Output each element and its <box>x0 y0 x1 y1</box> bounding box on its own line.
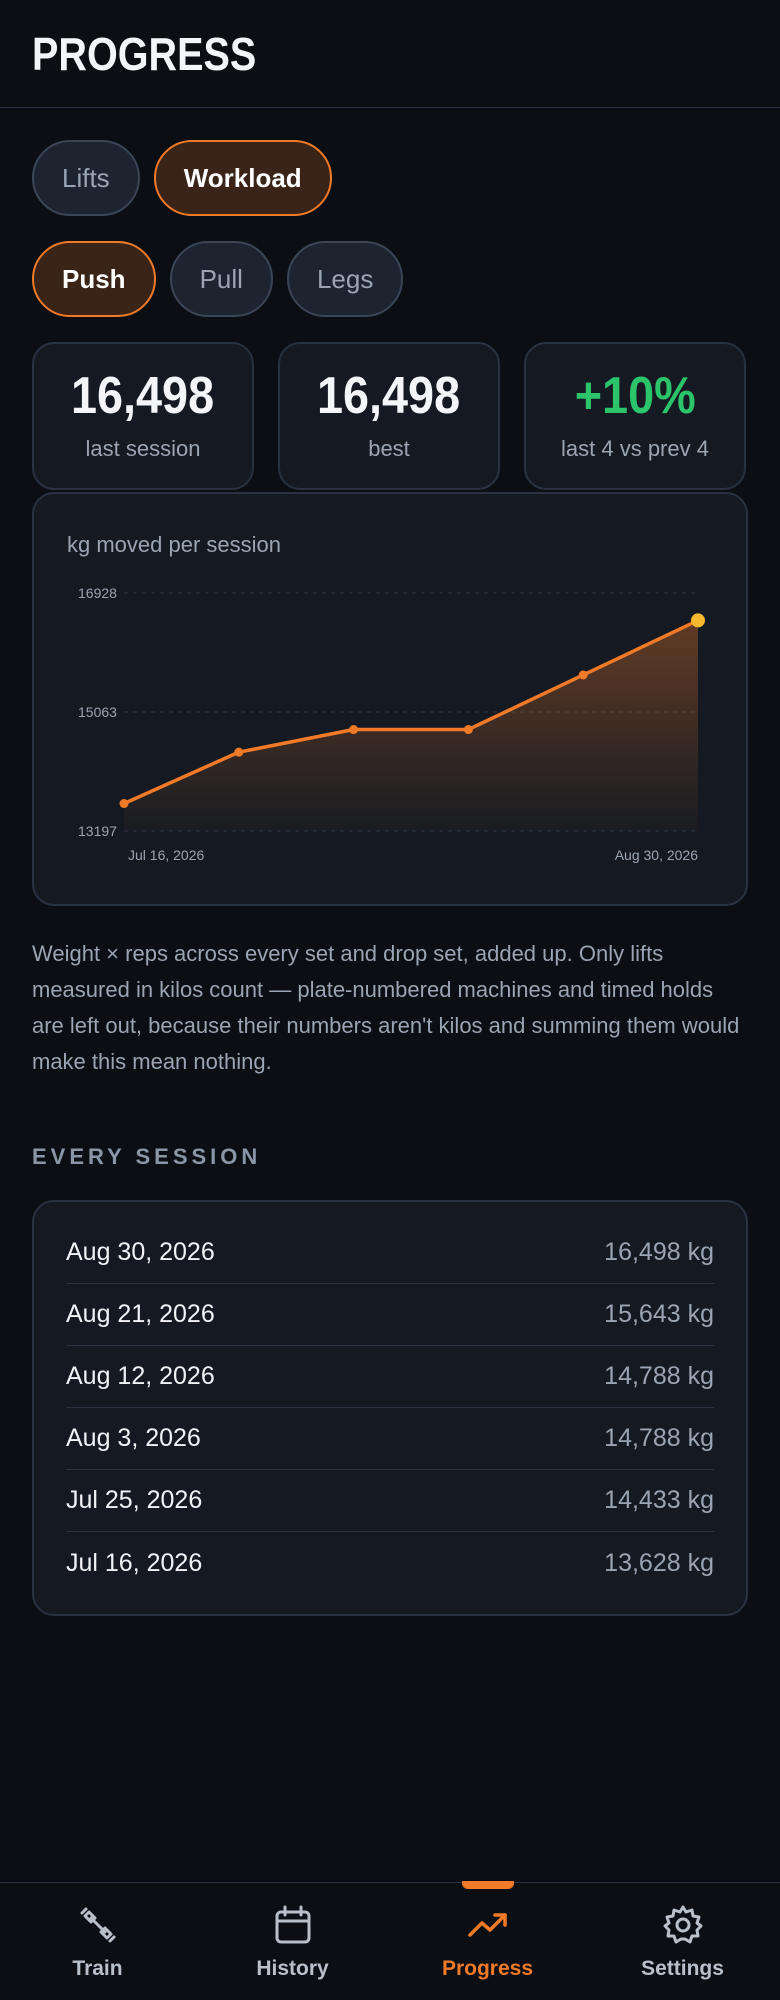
stat-label: last session <box>85 436 201 461</box>
x-tick-label: Jul 16, 2026 <box>128 847 204 863</box>
stat-card-last-session: 16,498 last session <box>32 342 254 490</box>
dumbbell-icon <box>80 1907 115 1942</box>
data-point[interactable] <box>349 725 359 735</box>
session-list: Aug 30, 2026 16,498 kg Aug 21, 2026 15,643 … <box>32 1200 748 1616</box>
nav-label: History <box>256 1956 329 1980</box>
session-workload: 15,643 kg <box>604 1300 714 1328</box>
group-filter: Push Pull Legs <box>0 241 780 317</box>
filter-legs[interactable]: Legs <box>286 241 404 317</box>
series-line <box>123 618 699 806</box>
tab-lifts[interactable]: Lifts <box>32 140 140 216</box>
session-row[interactable]: Aug 12, 2026 14,788 kg <box>66 1346 714 1408</box>
y-tick-label: 15063 <box>78 704 117 720</box>
nav-settings[interactable]: Settings <box>585 1883 780 2000</box>
x-tick-label: Aug 30, 2026 <box>615 847 699 863</box>
workload-chart: 16928 15063 13197 Jul 16, 2026 Aug 30, 2026 <box>78 585 705 863</box>
data-point-latest[interactable] <box>691 613 705 628</box>
data-point[interactable] <box>234 747 244 757</box>
session-row[interactable]: Aug 30, 2026 16,498 kg <box>66 1222 714 1284</box>
series-area <box>124 620 698 831</box>
stat-label: best <box>368 436 410 461</box>
session-workload: 13,628 kg <box>604 1548 714 1577</box>
nav-label: Settings <box>641 1956 724 1980</box>
data-point[interactable] <box>119 799 129 809</box>
nav-label: Train <box>72 1956 123 1980</box>
bottom-nav: Train History Progress Settings <box>0 1881 780 2000</box>
filter-push[interactable]: Push <box>32 241 156 317</box>
stat-label: last 4 vs prev 4 <box>561 436 709 461</box>
workload-description: Weight × reps across every set and drop … <box>32 941 740 1074</box>
active-tab-indicator <box>461 1881 514 1889</box>
filter-pull[interactable]: Pull <box>169 241 273 317</box>
chart-caption: kg moved per session <box>67 532 281 557</box>
stat-value: +10% <box>574 367 696 425</box>
session-row[interactable]: Aug 21, 2026 15,643 kg <box>66 1284 714 1346</box>
data-point[interactable] <box>463 725 473 735</box>
data-point[interactable] <box>578 670 588 680</box>
session-workload: 16,498 kg <box>604 1238 714 1266</box>
session-date: Aug 12, 2026 <box>66 1362 215 1390</box>
stat-value: 16,498 <box>317 367 461 425</box>
nav-progress[interactable]: Progress <box>390 1881 585 2000</box>
session-date: Aug 3, 2026 <box>66 1424 201 1452</box>
y-tick-label: 13197 <box>78 823 117 839</box>
top-bar: PROGRESS <box>0 0 780 108</box>
stat-card-trend: +10% last 4 vs prev 4 <box>524 342 746 490</box>
stat-card-best: 16,498 best <box>278 342 500 490</box>
session-date: Jul 16, 2026 <box>66 1548 203 1577</box>
stat-value: 16,498 <box>71 367 215 425</box>
session-date: Aug 30, 2026 <box>66 1238 215 1266</box>
session-row[interactable]: Jul 16, 2026 13,628 kg <box>66 1532 714 1594</box>
workload-chart-card: kg moved per session 16928 15063 13197 Jul … <box>32 492 748 906</box>
nav-label: Progress <box>441 1956 534 1980</box>
gear-icon <box>663 1905 702 1943</box>
nav-history[interactable]: History <box>195 1883 390 2000</box>
session-workload: 14,433 kg <box>604 1486 714 1514</box>
session-workload: 14,788 kg <box>604 1362 714 1390</box>
nav-train[interactable]: Train <box>0 1883 195 2000</box>
session-row[interactable]: Jul 25, 2026 14,433 kg <box>66 1470 714 1532</box>
stat-cards: 16,498 last session 16,498 best +10% las… <box>0 342 780 490</box>
page-title: PROGRESS <box>32 27 257 80</box>
session-row[interactable]: Aug 3, 2026 14,788 kg <box>66 1408 714 1470</box>
session-date: Aug 21, 2026 <box>66 1300 215 1328</box>
view-tabs: Lifts Workload <box>0 140 780 216</box>
session-workload: 14,788 kg <box>604 1424 714 1452</box>
tab-workload[interactable]: Workload <box>153 140 332 216</box>
y-tick-label: 16928 <box>78 585 117 601</box>
trending-up-icon <box>467 1912 507 1937</box>
calendar-icon <box>275 1905 310 1943</box>
session-date: Jul 25, 2026 <box>66 1486 203 1514</box>
section-title: EVERY SESSION <box>32 1144 262 1169</box>
